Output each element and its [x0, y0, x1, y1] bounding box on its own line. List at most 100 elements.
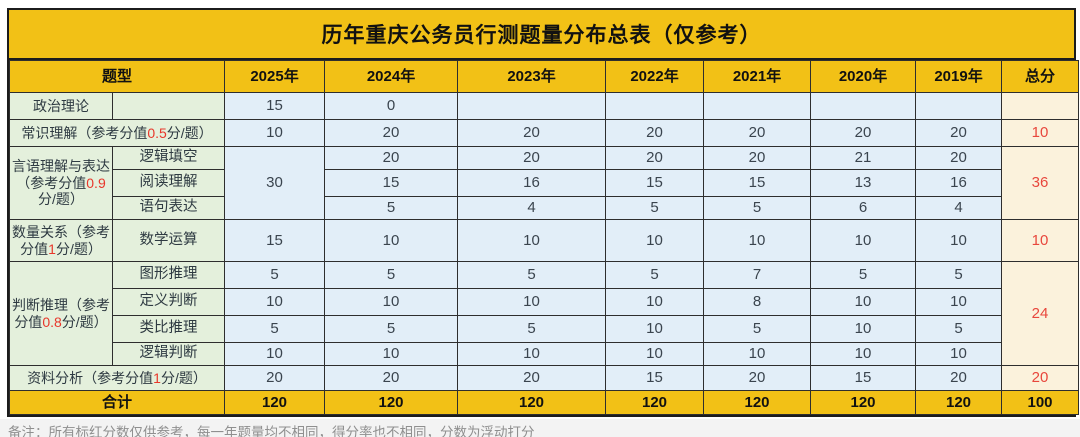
- table-cell: 5: [324, 315, 459, 343]
- row-data-analysis: 资料分析（参考分值1分/题） 20 20 20 15 20 15 20 20: [8, 365, 1080, 391]
- label-text: 数量关系（参考分值: [12, 223, 110, 257]
- table-cell: 20: [703, 119, 812, 147]
- page-title: 历年重庆公务员行测题量分布总表（仅参考）: [321, 24, 762, 47]
- table-cell: 10: [915, 342, 1003, 366]
- table-cell: 20: [915, 119, 1003, 147]
- table-cell: [915, 92, 1003, 120]
- category-label: 数量关系（参考分值1分/题）: [9, 219, 113, 262]
- header-year-2023: 2023年: [457, 60, 607, 93]
- label-text: 判断推理（参考分值: [12, 296, 110, 330]
- label-red-value: 0.8: [42, 313, 62, 330]
- table-cell: 10: [457, 219, 607, 262]
- table-cell: 20: [457, 365, 607, 391]
- sum-cell: 120: [810, 390, 917, 415]
- header-year-2019: 2019年: [915, 60, 1003, 93]
- label-red-value: 0.5: [147, 124, 167, 141]
- table-cell: 10: [605, 315, 705, 343]
- table-cell: 20: [703, 365, 812, 391]
- table-cell: 10: [810, 315, 917, 343]
- table-cell: 6: [810, 196, 917, 220]
- table-cell: 20: [915, 365, 1003, 391]
- label-text: 分/题）: [160, 369, 207, 386]
- table-cell: 15: [810, 365, 917, 391]
- header-row: 题型 2025年 2024年 2023年 2022年 2021年 2020年 2…: [8, 60, 1080, 93]
- total-cell: 36: [1001, 146, 1080, 220]
- table-cell: 20: [703, 146, 812, 170]
- table-cell: [810, 92, 917, 120]
- label-text: 常识理解（参考分值: [21, 124, 148, 141]
- table-cell: 15: [224, 219, 326, 262]
- table-cell: 5: [457, 261, 607, 289]
- table-cell: 16: [457, 169, 607, 197]
- sum-cell: 120: [915, 390, 1003, 415]
- table-cell: 0: [324, 92, 459, 120]
- table-cell: 5: [703, 315, 812, 343]
- table-cell: 20: [324, 365, 459, 391]
- header-question-type: 题型: [8, 60, 226, 93]
- category-label: 常识理解（参考分值0.5分/题）: [8, 119, 226, 147]
- table-title-bar: 历年重庆公务员行测题量分布总表（仅参考）: [9, 10, 1074, 60]
- header-total-score: 总分: [1001, 60, 1080, 93]
- table-cell: 10: [605, 288, 705, 316]
- table-cell: 5: [457, 315, 607, 343]
- table-cell: 5: [915, 315, 1003, 343]
- table-cell: 10: [324, 219, 459, 262]
- table-cell: 7: [703, 261, 812, 289]
- table-cell: 10: [810, 288, 917, 316]
- table-cell: 5: [605, 261, 705, 289]
- subcategory-label: 数学运算: [111, 219, 226, 262]
- category-sub-empty: [111, 92, 226, 120]
- row-verbal-blank-filling: 言语理解与表达（参考分值0.9分/题） 逻辑填空 30 20 20 20 20 …: [9, 146, 1080, 220]
- sum-cell: 120: [457, 390, 607, 415]
- subcategory-label: 语句表达: [111, 196, 226, 220]
- table-cell: 10: [605, 219, 705, 262]
- table-cell: 20: [457, 119, 607, 147]
- subcategory-label: 定义判断: [111, 288, 226, 316]
- table-cell: 5: [324, 261, 459, 289]
- table-cell: 5: [703, 196, 812, 220]
- sum-label: 合计: [8, 390, 226, 415]
- label-red-value: 0.9: [86, 174, 106, 191]
- table-cell: 15: [605, 365, 705, 391]
- table-area: 历年重庆公务员行测题量分布总表（仅参考） 题型 2025年 2024年 2023…: [7, 8, 1080, 417]
- label-red-value: 1: [48, 240, 56, 257]
- table-cell: 10: [915, 288, 1003, 316]
- table-cell: 15: [224, 92, 326, 120]
- row-judgment-logic: 逻辑判断 10 10 10 10 10 10 10: [10, 342, 1079, 366]
- label-text: 资料分析（参考分值: [27, 369, 154, 386]
- table-cell: 10: [810, 219, 917, 262]
- table-cell: 4: [915, 196, 1003, 220]
- table-cell: 5: [224, 261, 326, 289]
- sum-cell: 120: [605, 390, 705, 415]
- table-cell: 4: [457, 196, 607, 220]
- sum-cell: 120: [703, 390, 812, 415]
- sum-total-cell: 100: [1001, 390, 1080, 415]
- table-cell: 10: [324, 342, 459, 366]
- merged-cell-2025: 30: [224, 146, 326, 220]
- total-cell: 20: [1001, 365, 1080, 391]
- label-text: 分/题）: [55, 240, 102, 257]
- category-label: 政治理论: [9, 92, 113, 120]
- category-label: 资料分析（参考分值1分/题）: [8, 365, 226, 391]
- table-cell: 15: [703, 169, 812, 197]
- table-cell: 20: [915, 146, 1003, 170]
- table-cell: 10: [457, 342, 607, 366]
- footer-note: 备注：所有标红分数仅供参考，每一年题量均不相同，得分率也不相同，分数为浮动打分: [8, 425, 535, 437]
- row-common-knowledge: 常识理解（参考分值0.5分/题） 10 20 20 20 20 20 20 10: [8, 119, 1080, 147]
- subcategory-label: 类比推理: [111, 315, 226, 343]
- label-text: 分/题）: [166, 124, 213, 141]
- header-year-2021: 2021年: [703, 60, 812, 93]
- total-cell: 10: [1001, 119, 1080, 147]
- table-cell: 20: [605, 146, 705, 170]
- row-verbal-sentence: 语句表达 5 4 5 5 6 4: [10, 196, 1079, 220]
- label-red-value: 1: [153, 369, 161, 386]
- sum-cell: 120: [224, 390, 326, 415]
- table-cell: 20: [605, 119, 705, 147]
- table-cell: 5: [810, 261, 917, 289]
- table-cell: 16: [915, 169, 1003, 197]
- table-cell: [457, 92, 607, 120]
- row-judgment-analogy: 类比推理 5 5 5 10 5 10 5: [10, 315, 1079, 343]
- row-verbal-reading: 阅读理解 15 16 15 15 13 16: [10, 169, 1079, 197]
- table-cell: 20: [324, 146, 459, 170]
